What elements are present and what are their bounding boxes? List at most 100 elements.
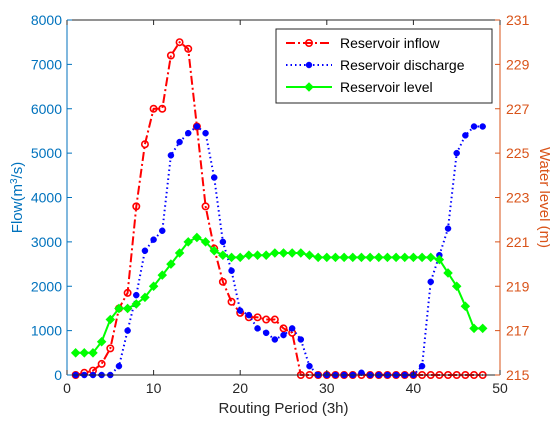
level-series-point bbox=[122, 303, 133, 314]
discharge-series-point bbox=[444, 225, 452, 232]
level-series-point bbox=[477, 323, 488, 334]
level-series-point bbox=[252, 250, 263, 260]
discharge-series-point bbox=[159, 227, 166, 235]
level-series-point bbox=[399, 252, 410, 263]
level-series-point bbox=[166, 259, 176, 269]
level-series-point bbox=[304, 250, 315, 260]
right-y-tick-label: 219 bbox=[506, 278, 530, 294]
level-series-point bbox=[287, 248, 297, 258]
discharge-series-point bbox=[262, 329, 270, 337]
right-y-tick-label: 229 bbox=[506, 56, 530, 72]
inflow-series-point bbox=[218, 277, 227, 286]
left-y-tick-label: 0 bbox=[54, 367, 62, 383]
inflow-series-point bbox=[270, 315, 279, 324]
level-series-point bbox=[348, 252, 358, 263]
discharge-series-point bbox=[202, 129, 209, 137]
discharge-series-point bbox=[418, 362, 426, 370]
x-tick-label: 50 bbox=[492, 380, 508, 396]
level-series-point bbox=[79, 348, 90, 358]
level-series-point bbox=[339, 252, 349, 263]
x-tick-label: 10 bbox=[146, 380, 162, 396]
level-series-point bbox=[244, 250, 254, 260]
level-series-point bbox=[322, 252, 332, 263]
level-series-point bbox=[382, 252, 393, 263]
discharge-series-point bbox=[306, 362, 313, 370]
level-series-point bbox=[192, 232, 202, 243]
discharge-series-point bbox=[280, 331, 287, 339]
x-tick-label: 0 bbox=[63, 380, 71, 396]
left-y-tick-label: 4000 bbox=[31, 190, 62, 206]
discharge-series-point bbox=[167, 152, 175, 159]
level-series-point bbox=[96, 336, 107, 347]
left-y-axis-title-suffix: /s) bbox=[9, 162, 26, 179]
legend-item: Reservoir discharge bbox=[286, 57, 465, 73]
right-y-tick-label: 227 bbox=[506, 101, 530, 117]
level-series bbox=[70, 232, 488, 358]
inflow-series-point bbox=[123, 288, 132, 297]
x-tick-label: 20 bbox=[232, 380, 248, 396]
discharge-series-point bbox=[133, 291, 140, 299]
inflow-series-point bbox=[279, 324, 288, 333]
left-y-tick-label: 8000 bbox=[31, 12, 62, 28]
discharge-series-point bbox=[297, 336, 305, 343]
left-y-tick-label: 5000 bbox=[31, 145, 62, 161]
discharge-series-point bbox=[124, 327, 131, 334]
inflow-series-point bbox=[253, 313, 262, 322]
legend-swatch-marker bbox=[304, 82, 314, 92]
discharge-series-point bbox=[470, 123, 478, 130]
level-series-point bbox=[183, 237, 194, 247]
level-series-point bbox=[235, 252, 245, 263]
right-y-tick-label: 217 bbox=[506, 323, 530, 339]
legend-swatch-marker bbox=[304, 38, 313, 47]
level-series-point bbox=[157, 270, 168, 280]
x-tick-label: 30 bbox=[319, 380, 335, 396]
right-y-tick-label: 231 bbox=[506, 12, 530, 28]
left-y-tick-label: 2000 bbox=[31, 278, 62, 294]
level-series-point bbox=[226, 252, 237, 263]
discharge-series-line bbox=[75, 125, 483, 376]
inflow-series-point bbox=[262, 315, 271, 324]
level-series-point bbox=[88, 348, 98, 358]
discharge-series-point bbox=[210, 174, 218, 181]
right-y-tick-label: 215 bbox=[506, 367, 530, 383]
inflow-series-point bbox=[184, 44, 193, 53]
level-series-point bbox=[408, 252, 419, 263]
right-y-tick-label: 223 bbox=[506, 190, 530, 206]
level-series-point bbox=[330, 252, 341, 263]
level-series-point bbox=[373, 252, 384, 263]
legend-label: Reservoir level bbox=[340, 79, 433, 95]
discharge-series-point bbox=[228, 267, 235, 274]
left-y-tick-label: 1000 bbox=[31, 323, 62, 339]
inflow-series-point bbox=[166, 51, 175, 60]
discharge-series-point bbox=[288, 325, 296, 332]
level-series-point bbox=[313, 252, 323, 263]
level-series-point bbox=[270, 248, 280, 258]
series-group bbox=[70, 38, 488, 379]
level-series-point bbox=[365, 252, 375, 263]
level-series-point bbox=[131, 299, 142, 309]
discharge-series-point bbox=[236, 307, 244, 314]
level-series-point bbox=[218, 250, 228, 260]
inflow-series-point bbox=[140, 140, 149, 149]
discharge-series-point bbox=[453, 149, 460, 157]
discharge-series-point bbox=[271, 336, 279, 343]
legend-label: Reservoir inflow bbox=[340, 35, 440, 51]
level-series-point bbox=[391, 252, 401, 263]
level-series-point bbox=[417, 252, 427, 263]
left-y-tick-label: 3000 bbox=[31, 234, 62, 250]
level-series-point bbox=[261, 250, 271, 260]
level-series-point bbox=[451, 281, 462, 292]
level-series-point bbox=[356, 252, 367, 263]
left-y-tick-label: 7000 bbox=[31, 56, 62, 72]
discharge-series-point bbox=[254, 325, 261, 332]
inflow-series-point bbox=[175, 38, 184, 47]
level-series-point bbox=[443, 268, 453, 278]
legend-swatch-marker bbox=[305, 61, 313, 69]
legend-group: Reservoir inflow Reservoir discharge Reser… bbox=[275, 28, 493, 104]
level-series-point bbox=[174, 248, 185, 258]
level-series-point bbox=[278, 248, 289, 258]
inflow-series-point bbox=[201, 202, 210, 211]
discharge-series-point bbox=[150, 236, 157, 243]
level-series-point bbox=[140, 292, 150, 303]
level-series-point bbox=[296, 248, 306, 258]
